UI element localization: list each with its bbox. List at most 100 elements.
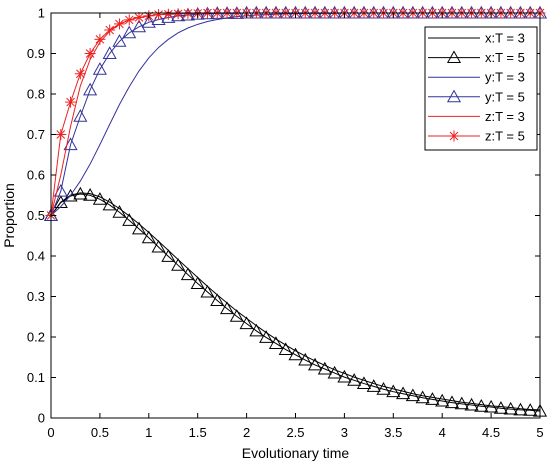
data-point-x-t-5 <box>503 401 518 415</box>
data-point-x-t-5 <box>73 186 88 200</box>
data-point-x-t-5 <box>122 213 137 226</box>
data-point-x-t-5 <box>464 397 479 411</box>
data-point-x-t-5 <box>444 395 460 409</box>
legend-label: y:T = 3 <box>485 70 525 85</box>
legend-label: x:T = 3 <box>485 31 525 46</box>
data-point-z-t-5 <box>55 129 67 140</box>
data-point-x-t-5 <box>493 401 508 414</box>
data-point-y-t-5 <box>141 15 156 28</box>
star-stroke <box>85 49 95 58</box>
data-point-x-t-5 <box>376 382 391 395</box>
data-point-x-t-5 <box>474 399 489 412</box>
star-stroke <box>449 131 459 141</box>
data-point-y-t-5 <box>83 82 98 96</box>
y-tick-label: 0 <box>38 411 45 426</box>
legend-marker <box>448 130 460 142</box>
data-point-x-t-5 <box>396 386 411 400</box>
x-tick-label: 4 <box>439 425 446 440</box>
data-point-z-t-5 <box>84 48 96 59</box>
data-point-x-t-5 <box>229 309 244 322</box>
legend-item: y:T = 3 <box>428 70 525 85</box>
x-tick-label: 0.5 <box>91 425 109 440</box>
star-stroke <box>76 69 85 79</box>
data-point-x-t-5 <box>131 221 147 235</box>
data-point-x-t-5 <box>435 393 450 407</box>
data-point-x-t-5 <box>92 192 107 205</box>
y-tick-label: 0.1 <box>27 370 45 385</box>
legend-label: y:T = 5 <box>485 89 525 104</box>
legend-marker <box>446 89 462 103</box>
data-point-x-t-5 <box>327 365 342 379</box>
data-point-x-t-5 <box>83 188 98 201</box>
x-tick-label: 2.5 <box>286 425 304 440</box>
data-point-x-t-5 <box>141 230 156 244</box>
y-tick-label: 0.4 <box>27 249 45 264</box>
x-tick-label: 5 <box>536 425 543 440</box>
x-tick-label: 0 <box>47 425 54 440</box>
y-tick-label: 0.2 <box>27 330 45 345</box>
data-point-z-t-5 <box>104 24 116 36</box>
data-point-x-t-5 <box>523 403 538 416</box>
data-point-z-t-5 <box>172 8 184 20</box>
data-point-x-t-5 <box>356 376 372 390</box>
y-tick-label: 0.8 <box>27 87 45 102</box>
legend-label: x:T = 5 <box>485 50 525 65</box>
data-point-x-t-5 <box>268 336 283 349</box>
ticks-layer: 0 0.5 1 1.5 2 2.5 3 3.5 4 4.5 5 0 0.1 0.2 0.3 0.4 0.5 0.6… <box>27 6 544 441</box>
data-point-z-t-5 <box>65 96 77 108</box>
data-point-x-t-5 <box>161 249 176 262</box>
data-point-z-t-5 <box>162 8 174 20</box>
data-point-x-t-5 <box>53 195 68 208</box>
data-point-y-t-5 <box>112 34 127 47</box>
data-point-z-t-5 <box>123 14 135 26</box>
data-point-x-t-5 <box>484 399 499 413</box>
data-point-z-t-5 <box>94 33 106 45</box>
series-line-x-t-3 <box>50 192 541 411</box>
data-point-y-t-5 <box>171 8 186 22</box>
data-point-x-t-5 <box>63 188 78 202</box>
data-point-y-t-5 <box>92 62 107 75</box>
data-point-x-t-5 <box>239 316 254 330</box>
data-point-x-t-5 <box>151 239 166 253</box>
data-point-x-t-5 <box>317 361 332 375</box>
data-point-x-t-5 <box>366 379 381 392</box>
star-stroke <box>124 15 134 25</box>
data-point-x-t-5 <box>454 396 469 410</box>
data-point-x-t-5 <box>513 402 528 416</box>
y-tick-label: 0.5 <box>27 208 45 223</box>
y-tick-label: 1 <box>38 6 45 21</box>
data-point-x-t-5 <box>386 384 401 398</box>
data-point-x-t-5 <box>347 373 362 386</box>
star-stroke <box>134 13 144 22</box>
data-point-y-t-5 <box>53 183 68 197</box>
star-stroke <box>56 130 66 139</box>
legend: x:T = 3 x:T = 5 y:T = 3 y:T = 5 z:T = 3 z:T =… <box>424 26 538 151</box>
x-tick-label: 1.5 <box>189 425 207 440</box>
data-point-z-t-5 <box>74 68 86 80</box>
y-tick-label: 0.9 <box>27 46 45 61</box>
x-tick-label: 4.5 <box>482 425 500 440</box>
data-point-y-t-5 <box>131 19 147 33</box>
data-point-y-t-5 <box>151 12 166 25</box>
data-point-z-t-5 <box>133 11 145 23</box>
star-stroke <box>95 35 105 44</box>
star-stroke <box>105 25 114 35</box>
legend-box <box>424 26 538 151</box>
legend-item: z:T = 5 <box>428 129 525 144</box>
star-stroke <box>164 9 173 19</box>
y-tick-label: 0.6 <box>27 168 45 183</box>
data-point-x-t-5 <box>425 392 440 405</box>
data-point-x-t-5 <box>210 293 225 307</box>
x-tick-label: 3 <box>341 425 348 440</box>
legend-item: x:T = 5 <box>428 50 525 65</box>
data-point-x-t-5 <box>171 258 186 271</box>
data-point-x-t-5 <box>190 276 205 289</box>
legend-marker <box>446 50 462 64</box>
legend-item: z:T = 3 <box>428 109 525 124</box>
legend-label: z:T = 3 <box>485 109 525 124</box>
data-point-x-t-5 <box>288 347 303 361</box>
data-point-x-t-5 <box>219 301 235 315</box>
legend-label: z:T = 5 <box>485 129 525 144</box>
